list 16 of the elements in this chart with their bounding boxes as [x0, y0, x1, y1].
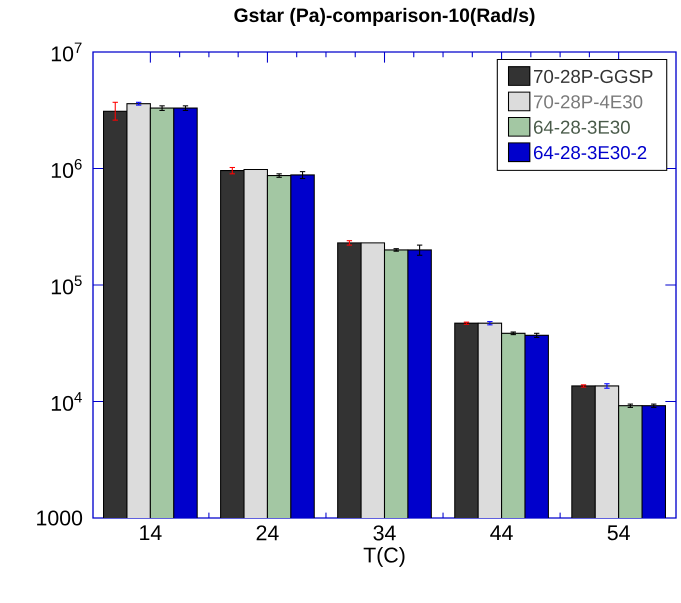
chart-title: Gstar (Pa)-comparison-10(Rad/s)	[234, 8, 534, 26]
y-tick-label: 10$^{6}$	[52, 158, 82, 178]
y-tick-label: 1000	[37, 510, 82, 526]
legend-label: 64-28-3E30-2	[534, 146, 646, 160]
x-tick-label: 54	[608, 525, 630, 540]
y-tick-label: 10$^{7}$	[52, 42, 82, 62]
x-tick-label: 14	[140, 525, 162, 540]
x-axis-title: T(C)	[364, 546, 404, 567]
x-tick-label: 44	[490, 525, 513, 540]
legend-label: 64-28-3E30	[534, 120, 630, 134]
legend-label: 70-28P-4E30	[534, 95, 642, 108]
y-tick-label: 10$^{4}$	[52, 392, 82, 411]
x-tick-label: 34	[373, 525, 396, 540]
legend-label: 70-28P-GGSP	[534, 70, 652, 84]
y-tick-label: 10$^{5}$	[52, 276, 82, 294]
x-tick-label: 24	[256, 525, 279, 540]
